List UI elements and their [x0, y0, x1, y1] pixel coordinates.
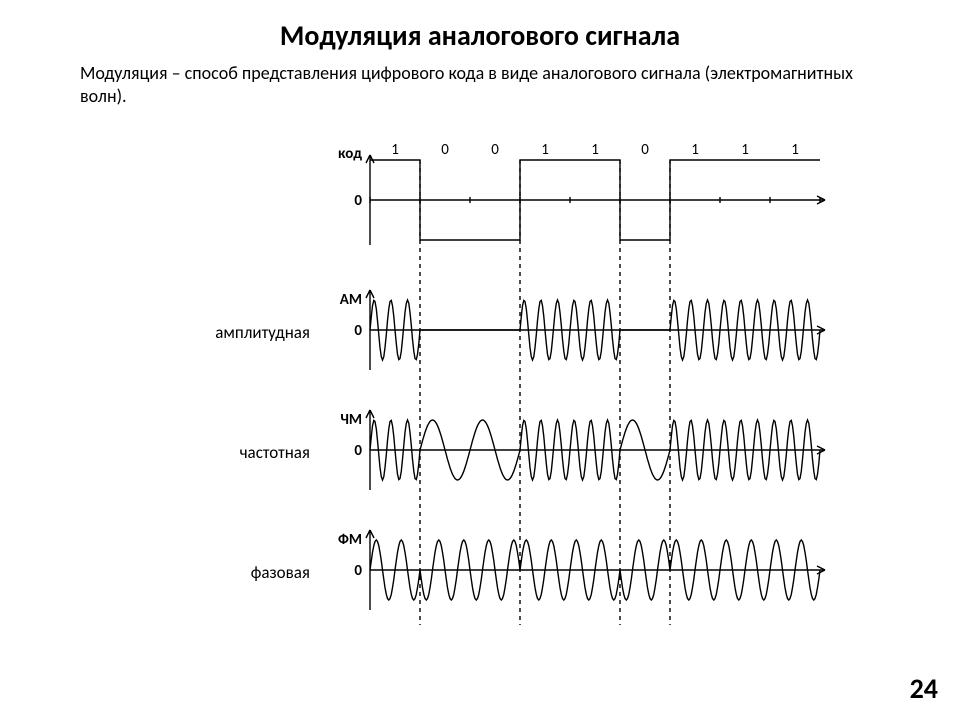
- svg-text:1: 1: [391, 141, 399, 159]
- svg-text:1: 1: [541, 141, 549, 159]
- page-number: 24: [910, 671, 938, 706]
- svg-text:0: 0: [354, 192, 362, 210]
- svg-text:код: код: [338, 145, 362, 163]
- svg-text:1: 1: [791, 141, 799, 159]
- svg-text:0: 0: [354, 322, 362, 340]
- svg-text:1: 1: [691, 141, 699, 159]
- svg-text:ЧМ: ЧМ: [340, 411, 362, 429]
- row-desc-pm: фазовая: [110, 562, 310, 583]
- svg-text:0: 0: [354, 442, 362, 460]
- svg-text:ФМ: ФМ: [338, 531, 362, 549]
- svg-text:1: 1: [591, 141, 599, 159]
- row-desc-fm: частотная: [110, 442, 310, 463]
- modulation-diagram: код 0 1 0 0 1 1 0 1 1 1 АМ 0 ЧМ 0 ФМ 0: [320, 140, 840, 670]
- svg-text:АМ: АМ: [340, 291, 362, 309]
- svg-text:0: 0: [441, 141, 449, 159]
- svg-text:0: 0: [354, 562, 362, 580]
- svg-text:0: 0: [641, 141, 649, 159]
- row-desc-am: амплитудная: [110, 322, 310, 343]
- page-title: Модуляция аналогового сигнала: [0, 18, 960, 53]
- svg-text:0: 0: [491, 141, 499, 159]
- svg-text:1: 1: [741, 141, 749, 159]
- page-subtitle: Модуляция – способ представления цифрово…: [80, 62, 880, 109]
